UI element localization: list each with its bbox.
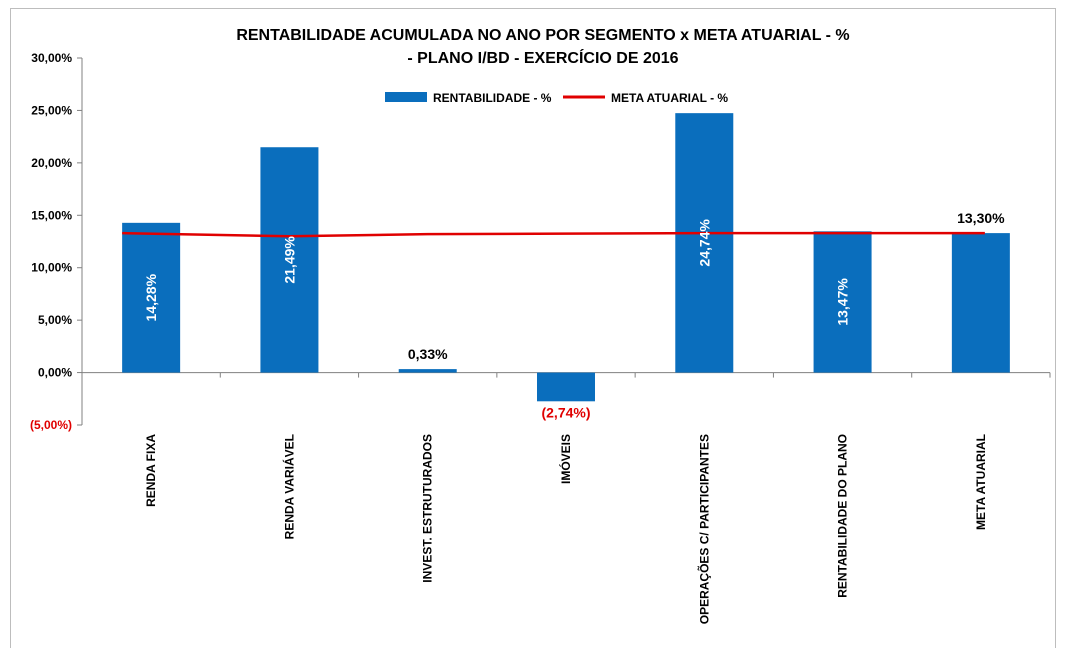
data-label: 13,47% (835, 278, 851, 326)
category-label: RENDA FIXA (144, 434, 158, 507)
legend-label-rentabilidade: RENTABILIDADE - % (433, 91, 552, 105)
y-tick-label: 20,00% (31, 156, 72, 170)
chart-frame (10, 8, 1056, 648)
data-label: 24,74% (696, 219, 712, 267)
y-tick-label: 15,00% (31, 208, 72, 222)
y-tick-label: 0,00% (38, 366, 72, 380)
bar (398, 369, 457, 373)
bar (122, 222, 181, 373)
chart-title-line-2: - PLANO I/BD - EXERCÍCIO DE 2016 (407, 48, 678, 67)
data-labels: 14,28% 21,49% 0,33% (2,74%) 24,74% 13,47% 13,3… (143, 210, 1005, 420)
bar (537, 372, 595, 402)
data-label: 21,49% (281, 236, 297, 284)
y-tick-label: 30,00% (31, 51, 72, 65)
bar (813, 231, 872, 373)
meta-atuarial-line (122, 231, 985, 238)
y-tick-label: 10,00% (31, 261, 72, 275)
meta-line-group (122, 231, 985, 238)
category-label: IMÓVEIS (558, 434, 573, 484)
category-label: INVEST. ESTRUTURADOS (421, 434, 435, 583)
bar (260, 147, 319, 373)
data-label: 0,33% (408, 346, 448, 362)
data-label: 14,28% (143, 273, 159, 321)
category-label: OPERAÇÕES C/ PARTICIPANTES (696, 434, 711, 624)
y-tick-label: 5,00% (38, 313, 72, 327)
legend: RENTABILIDADE - % META ATUARIAL - % (385, 91, 728, 105)
category-label: META ATUARIAL (974, 434, 988, 530)
legend-swatch-rentabilidade (385, 92, 427, 102)
category-label: RENTABILIDADE DO PLANO (836, 434, 850, 598)
legend-label-meta: META ATUARIAL - % (611, 91, 728, 105)
data-label: 13,30% (957, 210, 1005, 226)
category-label: RENDA VARIÁVEL (281, 434, 296, 539)
bar (675, 113, 734, 373)
y-tick-label: 25,00% (31, 103, 72, 117)
data-label: (2,74%) (541, 404, 590, 420)
y-tick-label: (5,00%) (30, 418, 72, 432)
axes: 30,00% 25,00% 20,00% 15,00% 10,00% 5,00% 0,00%… (30, 51, 1051, 432)
category-labels: RENDA FIXA RENDA VARIÁVEL INVEST. ESTRUTUR… (144, 434, 988, 625)
bar (951, 233, 1010, 373)
bars (122, 113, 1010, 402)
chart-title-line-1: RENTABILIDADE ACUMULADA NO ANO POR SEGME… (236, 27, 849, 44)
